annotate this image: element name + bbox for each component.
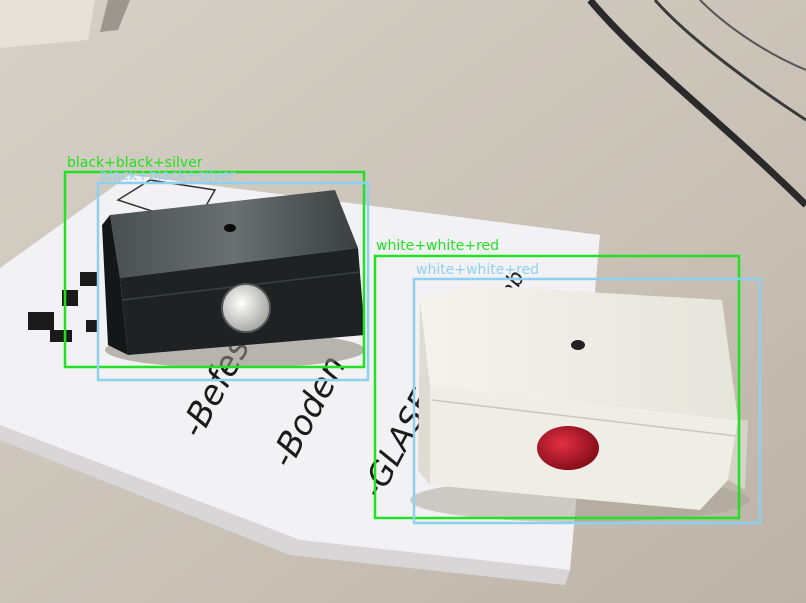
red-button	[537, 426, 599, 470]
detection-label-black-blue: black+black+silver	[100, 168, 236, 184]
detection-box-white-blue	[412, 277, 762, 525]
cable	[587, 0, 806, 208]
monitor-base	[0, 0, 95, 48]
detection-box-white-green	[373, 254, 741, 520]
detection-box-black-green	[63, 170, 366, 369]
monitor-leg	[100, 0, 130, 32]
detection-label-white-blue: white+white+red	[416, 262, 539, 278]
detection-label-white-green: white+white+red	[376, 238, 499, 254]
cable-thin-2	[699, 0, 806, 71]
silver-button	[222, 284, 270, 332]
paper-shadow	[0, 425, 570, 585]
detection-overlays: black+black+silver black+black+silver wh…	[63, 155, 762, 525]
detection-label-black-green: black+black+silver	[67, 155, 203, 171]
black-box	[102, 190, 365, 368]
cable-thin	[653, 0, 806, 122]
white-box	[410, 285, 750, 522]
detection-box-black-blue	[96, 181, 370, 382]
